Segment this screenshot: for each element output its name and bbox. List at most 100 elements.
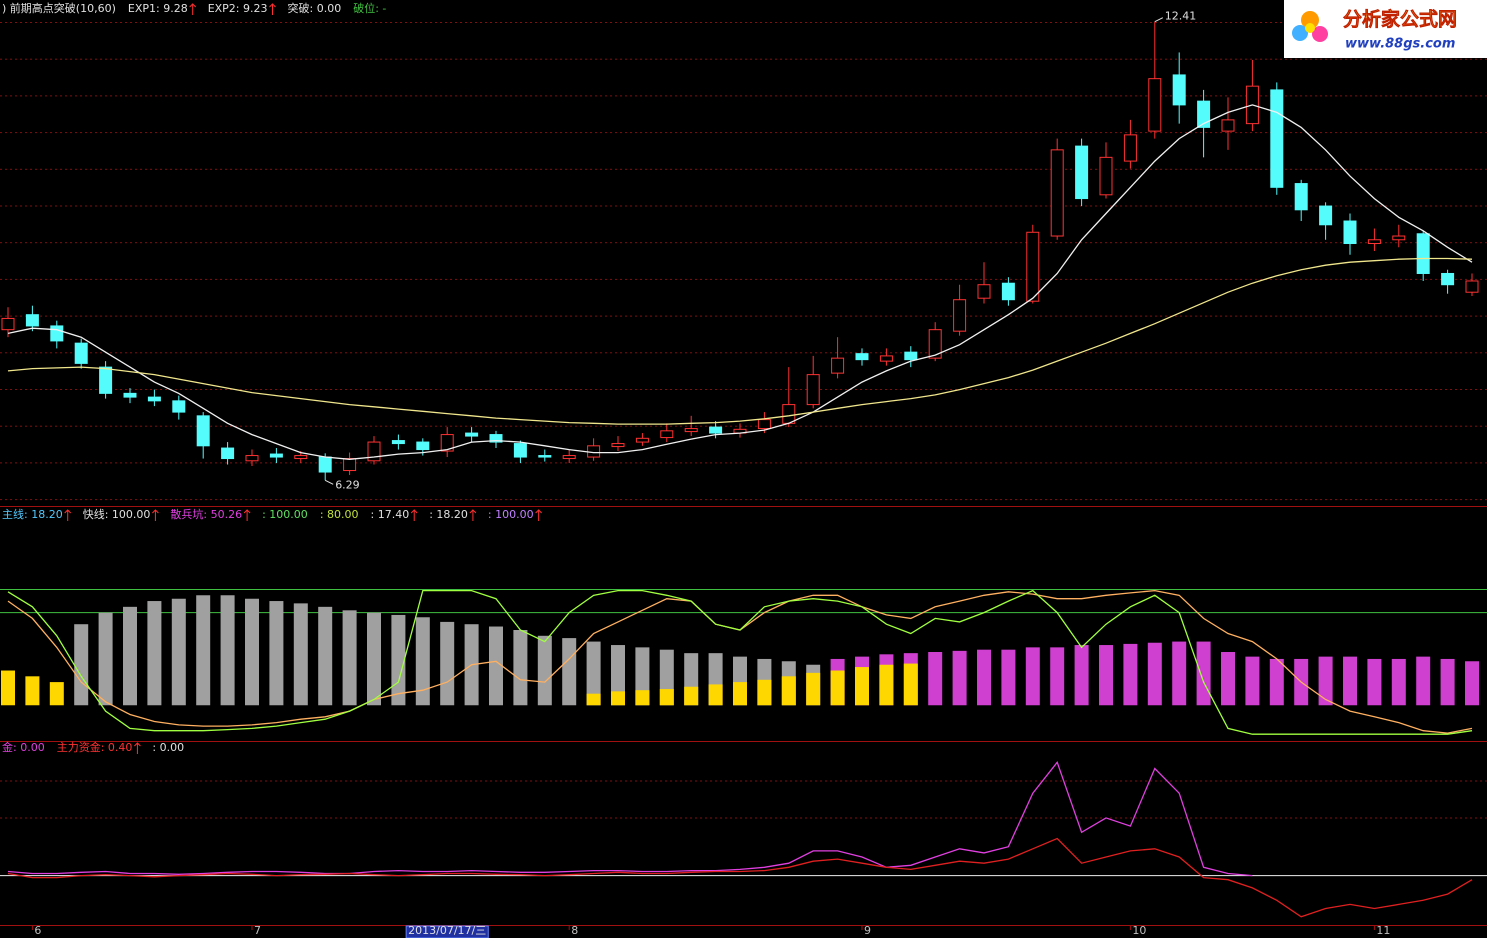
bar (952, 650, 967, 706)
candle-body (294, 455, 308, 460)
candle-body (416, 441, 430, 451)
bar (611, 645, 625, 706)
candle-body (245, 455, 259, 462)
candle-body (806, 374, 820, 406)
bar (928, 652, 943, 706)
x-tick-label: 9 (864, 924, 871, 937)
candle-body (1294, 183, 1308, 211)
header-arrow (152, 509, 159, 521)
candle-body (1050, 149, 1064, 237)
candle-body (1221, 119, 1235, 132)
bar (49, 682, 64, 706)
bar (586, 693, 601, 706)
extreme-label: 6.29 (335, 478, 360, 491)
x-tick-label: 11 (1376, 924, 1390, 937)
header-item: EXP2: 9.23 (208, 2, 268, 15)
bar (318, 606, 333, 706)
line (7, 760, 1253, 877)
candle-body (1026, 231, 1040, 302)
bar (806, 672, 821, 706)
header-item: 散兵坑: 50.26 (170, 507, 242, 521)
logo-url: www.88gs.com (1345, 37, 1455, 52)
extreme-label: 12.41 (1165, 10, 1197, 23)
header-arrow (64, 509, 72, 521)
header-arrow (469, 509, 477, 521)
header-item: : 17.40 (371, 508, 410, 521)
header-item: 快线: 100.00 (83, 507, 151, 521)
bar (611, 691, 625, 706)
bar (245, 598, 259, 706)
bar (1074, 645, 1089, 706)
bar (879, 664, 894, 706)
bar (1123, 643, 1138, 706)
price-grid (0, 22, 1487, 505)
bar (489, 626, 503, 706)
header-item: ) 前期高点突破(10,60) (2, 1, 116, 15)
candle-body (343, 458, 357, 472)
bar (1025, 647, 1040, 706)
candle-body (123, 392, 137, 398)
candle-body (928, 329, 942, 359)
candle-body (440, 434, 454, 452)
header-item: 破位: - (353, 1, 386, 15)
candle-body (684, 428, 698, 433)
candle-body (221, 447, 235, 460)
header-item: : 18.20 (429, 508, 468, 521)
header-item: : 100.00 (488, 508, 534, 521)
bar (391, 614, 406, 706)
bar (1099, 645, 1113, 706)
bar (1, 670, 15, 706)
candle-body (1465, 280, 1479, 293)
bar (635, 690, 650, 706)
candle-body (269, 453, 283, 458)
logo-petal (1301, 11, 1319, 29)
bar (440, 621, 455, 706)
candle-body (562, 455, 576, 460)
candle-body (147, 396, 161, 402)
bar (562, 638, 577, 706)
x-tick-label: 7 (254, 924, 261, 937)
candle-body (757, 419, 771, 430)
header-arrow (410, 509, 418, 521)
header-arrow (535, 509, 542, 521)
candle-body (196, 415, 210, 447)
candle-body (1, 317, 15, 331)
bar (1269, 658, 1284, 706)
candle-body (74, 342, 88, 364)
bar (123, 606, 137, 706)
bar (342, 610, 357, 706)
bar (367, 612, 381, 706)
candle-body (538, 455, 552, 458)
bar (1147, 642, 1162, 706)
candle-body (1343, 220, 1357, 245)
logo: 分析家公式网 www.88gs.com (1284, 0, 1487, 58)
bar (1001, 649, 1016, 706)
candle-body (1148, 78, 1162, 132)
candle-body (1001, 282, 1015, 301)
candle-body (25, 314, 39, 327)
line (7, 257, 1473, 425)
bar (733, 682, 747, 706)
candle-body (99, 366, 113, 394)
bar (196, 595, 211, 706)
bar (1391, 658, 1406, 706)
bar (586, 641, 601, 706)
x-tick-label: 8 (571, 924, 578, 937)
candle-body (587, 445, 601, 458)
candle-body (465, 432, 479, 437)
bar (659, 689, 674, 706)
candle-body (1416, 233, 1430, 274)
line (7, 589, 1473, 735)
bar (1221, 652, 1235, 706)
bar (855, 667, 869, 706)
bar (147, 601, 162, 706)
bar (708, 684, 723, 706)
candle-body (391, 440, 405, 445)
candle-body (489, 434, 503, 443)
x-tick-label: 6 (34, 924, 41, 937)
extreme-leader (324, 479, 334, 485)
bar (1343, 656, 1357, 706)
header-item: 主线: 18.20 (2, 507, 63, 521)
candle-body (1441, 272, 1455, 286)
